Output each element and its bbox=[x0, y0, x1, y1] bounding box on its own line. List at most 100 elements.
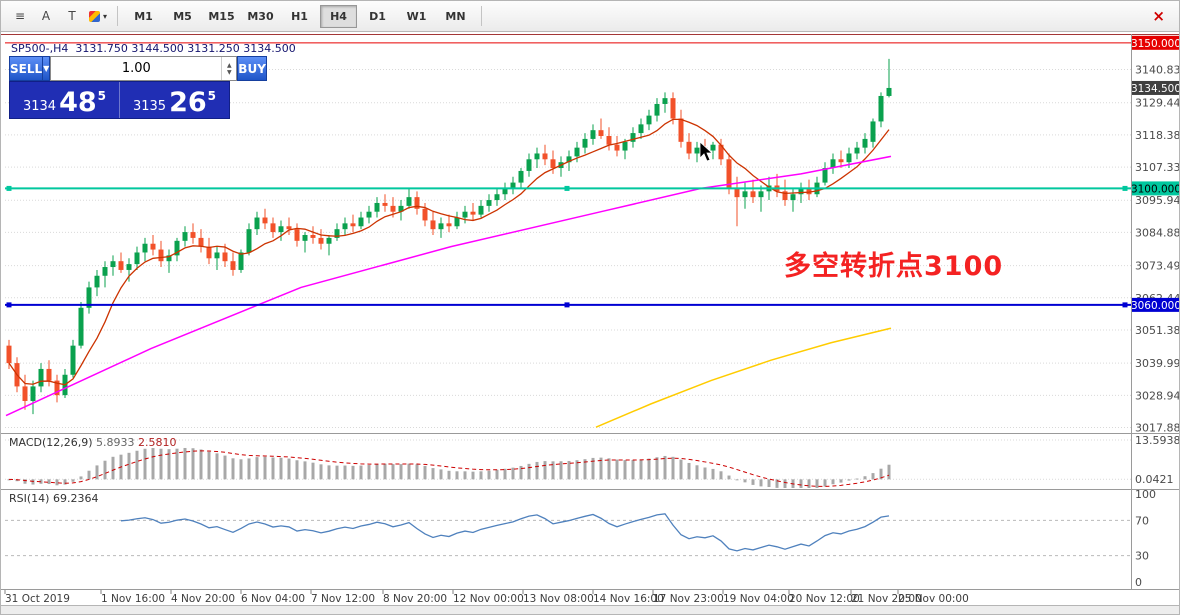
cursor-tool-icon[interactable]: A bbox=[41, 9, 51, 23]
top-toolbar: ≡ A T ▾ M1 M5 M15 M30 H1 H4 D1 W1 MN × bbox=[1, 1, 1179, 32]
candle-body bbox=[622, 141, 628, 151]
macd-histogram-bar bbox=[263, 456, 267, 480]
macd-histogram-bar bbox=[47, 479, 51, 485]
tf-button-m5[interactable]: M5 bbox=[173, 9, 192, 23]
macd-histogram-bar bbox=[623, 460, 627, 480]
buy-button[interactable]: BUY bbox=[237, 56, 267, 81]
macd-histogram-bar bbox=[175, 448, 179, 480]
macd-histogram-bar bbox=[63, 479, 67, 485]
close-chart-button[interactable]: × bbox=[1152, 7, 1165, 25]
text-tool-icon[interactable]: T bbox=[68, 9, 76, 23]
candle-body bbox=[198, 237, 204, 247]
tf-button-m1[interactable]: M1 bbox=[134, 9, 153, 23]
crayon-tool-icon[interactable]: ▾ bbox=[85, 4, 111, 28]
candle-body bbox=[478, 205, 484, 215]
tf-button-m15[interactable]: M15 bbox=[208, 9, 235, 23]
tf-button-h1[interactable]: H1 bbox=[291, 9, 308, 23]
macd-histogram-bar bbox=[39, 479, 43, 484]
macd-histogram-bar bbox=[231, 458, 235, 480]
hline-3100-handle[interactable] bbox=[1122, 185, 1128, 191]
bid-price-button[interactable]: 3134 48 5 bbox=[10, 82, 120, 118]
macd-histogram-bar bbox=[815, 479, 819, 488]
rsi-line bbox=[120, 513, 890, 552]
ask-price-button[interactable]: 3135 26 5 bbox=[120, 82, 229, 118]
candle-body bbox=[534, 153, 540, 160]
macd-histogram-bar bbox=[711, 468, 715, 480]
candle-body bbox=[246, 229, 252, 253]
chart-list-icon[interactable]: ≡ bbox=[14, 9, 26, 23]
candle-body bbox=[614, 144, 620, 151]
spin-up-icon[interactable]: ▲ bbox=[226, 61, 232, 69]
candle-body bbox=[494, 194, 500, 201]
hline-3100-handle[interactable] bbox=[564, 185, 570, 191]
ma-slow bbox=[595, 327, 892, 428]
volume-dropdown-button[interactable]: ▼ bbox=[43, 56, 51, 81]
candle-body bbox=[630, 133, 636, 142]
tf-button-w1[interactable]: W1 bbox=[406, 9, 427, 23]
price-axis-label: 3140.830 bbox=[1135, 64, 1180, 77]
candle-body bbox=[46, 368, 52, 381]
candle-body bbox=[150, 243, 156, 250]
candle-body bbox=[654, 103, 660, 116]
macd-histogram-bar bbox=[703, 467, 707, 480]
macd-histogram-bar bbox=[743, 479, 747, 483]
candle-body bbox=[862, 138, 868, 148]
candle-body bbox=[566, 156, 572, 163]
hline-3060-handle[interactable] bbox=[1122, 302, 1128, 308]
candle-body bbox=[54, 380, 60, 396]
price-axis-box-label: 3150.000 bbox=[1131, 38, 1180, 50]
candle-body bbox=[870, 121, 876, 142]
tf-button-h4[interactable]: H4 bbox=[320, 4, 357, 28]
toolbar-separator bbox=[117, 6, 118, 26]
sell-button[interactable]: SELL bbox=[9, 56, 44, 81]
macd-histogram-bar bbox=[255, 457, 259, 480]
spin-down-icon[interactable]: ▼ bbox=[226, 68, 232, 76]
candle-body bbox=[166, 255, 172, 262]
price-axis-label: 3039.995 bbox=[1135, 357, 1180, 370]
candle-body bbox=[110, 261, 116, 268]
candle-body bbox=[734, 188, 740, 198]
candle-body bbox=[510, 182, 516, 189]
macd-histogram-bar bbox=[735, 479, 739, 481]
macd-histogram-bar bbox=[271, 457, 275, 480]
hline-3100-handle[interactable] bbox=[6, 185, 12, 191]
candle-body bbox=[398, 205, 404, 212]
macd-histogram-bar bbox=[647, 458, 651, 480]
candle-body bbox=[358, 217, 364, 227]
window-bottom-strip bbox=[1, 606, 1179, 614]
annotation-text: 多空转折点3100 bbox=[784, 251, 1004, 282]
candle-body bbox=[830, 159, 836, 169]
macd-histogram-bar bbox=[695, 465, 699, 480]
candle-body bbox=[742, 191, 748, 198]
candle-body bbox=[342, 223, 348, 230]
candle-body bbox=[382, 202, 388, 206]
macd-histogram-bar bbox=[503, 468, 507, 480]
volume-spinner[interactable]: ▲ ▼ bbox=[221, 57, 236, 80]
macd-histogram-bar bbox=[855, 478, 859, 480]
hline-3060-handle[interactable] bbox=[6, 302, 12, 308]
price-axis-box bbox=[1132, 80, 1179, 95]
macd-histogram-bar bbox=[775, 479, 779, 488]
tf-button-d1[interactable]: D1 bbox=[369, 9, 386, 23]
candle-body bbox=[142, 243, 148, 253]
hline-3060-handle[interactable] bbox=[564, 302, 570, 308]
macd-histogram-bar bbox=[31, 479, 35, 485]
candle-body bbox=[294, 229, 300, 241]
volume-input[interactable] bbox=[51, 57, 222, 80]
tf-button-m30[interactable]: M30 bbox=[247, 9, 274, 23]
candle-body bbox=[118, 261, 124, 270]
rsi-value: 69.2364 bbox=[52, 492, 99, 505]
candle-body bbox=[462, 211, 468, 218]
macd-histogram-bar bbox=[535, 461, 539, 480]
ma-fast bbox=[8, 118, 890, 386]
candle-body bbox=[254, 217, 260, 230]
time-axis-label: 8 Nov 20:00 bbox=[383, 593, 447, 605]
macd-histogram-bar bbox=[327, 465, 331, 480]
candle-body bbox=[854, 147, 860, 154]
candle-body bbox=[422, 208, 428, 221]
macd-histogram-bar bbox=[479, 471, 483, 480]
tf-button-mn[interactable]: MN bbox=[445, 9, 466, 23]
price-axis-box bbox=[1132, 297, 1179, 312]
macd-histogram-bar bbox=[679, 459, 683, 480]
